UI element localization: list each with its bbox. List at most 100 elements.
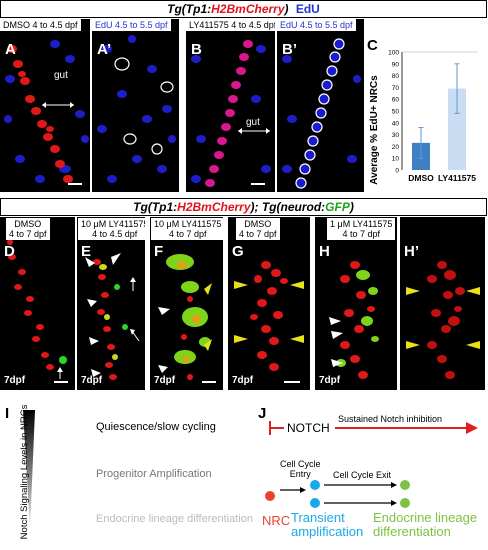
panel-b2-cells	[282, 38, 361, 189]
panel-a2-cells	[97, 35, 176, 183]
panel-d-letter: D	[4, 243, 15, 260]
panel-g-cells	[234, 261, 304, 371]
panel-j-entry-l2: Entry	[289, 469, 311, 479]
panel-f-letter: F	[154, 243, 164, 260]
panel-d-label-l1: DMSO	[14, 219, 42, 229]
panel-h-letter: H	[319, 243, 330, 260]
panel-c-chart: Average % EdU+ NRCs 0 10 20 30 40 50 60 70 80 90 1…	[369, 50, 478, 185]
inhibition-tbar	[269, 421, 284, 435]
panel-c-letter: C	[367, 37, 378, 54]
panel-b-cells	[191, 40, 271, 187]
panel-g-dpf: 7dpf	[232, 375, 254, 386]
panel-j-transient-l2: amplification	[291, 524, 364, 539]
panel-g-letter: G	[232, 243, 244, 260]
nrc-dot	[265, 491, 275, 501]
panel-g-label-l1: DMSO	[244, 219, 272, 229]
chart-y-tick-label: 10	[392, 156, 400, 163]
panel-b2-label-text: EdU 4.5 to 5.5 dpf	[280, 20, 353, 30]
panel-j-entry: Cell Cycle Entry	[280, 459, 321, 479]
panel-e-label: 10 μM LY411575 4 to 4.5 dpf	[78, 218, 145, 240]
chart-y-tick-label: 50	[392, 109, 400, 116]
panel-h-cells	[329, 261, 379, 379]
panel-a2-image: EdU 4.5 to 5.5 dpf A’	[92, 19, 179, 192]
panel-j-endocrine-l1: Endocrine lineage	[373, 510, 478, 525]
chart-bar	[448, 88, 466, 170]
panel-f-cells	[158, 254, 212, 380]
panel-h2-cells	[406, 261, 480, 379]
panel-a2-label-text: EdU 4.5 to 5.5 dpf	[95, 20, 168, 30]
panel-j-notch: NOTCH	[287, 421, 330, 435]
panel-a-scalebar	[68, 183, 82, 185]
top-header-suffix: )	[284, 2, 292, 16]
chart-categories: DMSO LY411575	[408, 173, 476, 183]
chart-category-label: DMSO	[408, 173, 434, 183]
mid-header-suffix: )	[349, 200, 354, 214]
panel-g-label-l2: 4 to 7 dpf	[239, 229, 277, 239]
panel-g-label: DMSO 4 to 7 dpf	[236, 218, 280, 240]
panel-h-label: 1 μM LY411575 4 to 7 dpf	[327, 218, 396, 240]
chart-y-tick-label: 100	[388, 50, 399, 57]
panel-f-label: 10 μM LY411575 4 to 7 dpf	[151, 218, 223, 240]
panel-a-gut: gut	[54, 70, 68, 81]
top-header-marker: H2BmCherry	[211, 2, 285, 16]
panel-j-transient-l1: Transient	[291, 510, 345, 525]
panel-d-image: DMSO 4 to 7 dpf D 7dpf	[0, 217, 75, 390]
panel-h2-letter: H’	[404, 243, 419, 260]
top-header: Tg(Tp1: H2BmCherry) EdU	[0, 0, 487, 18]
chart-y-tick-label: 0	[395, 168, 399, 175]
panel-j-letter: J	[258, 405, 267, 422]
chart-y-ticks: 0 10 20 30 40 50 60 70 80 90 100	[388, 50, 478, 175]
panel-b-letter: B	[191, 41, 202, 58]
panel-e-dpf: 7dpf	[81, 375, 103, 386]
panel-b-scalebar	[251, 183, 265, 185]
panel-h-image: 1 μM LY411575 4 to 7 dpf H 7dpf	[315, 217, 397, 390]
panel-b-gut: gut	[246, 117, 260, 128]
panel-i-level-1: Quiescence/slow cycling	[96, 421, 216, 433]
panel-j-nrc: NRC	[262, 513, 291, 528]
mid-header: Tg(Tp1: H2BmCherry); Tg(neurod: GFP)	[0, 198, 487, 216]
panel-e-letter: E	[81, 243, 92, 260]
panel-b-label: LY411575 4 to 4.5 dpf	[186, 19, 275, 31]
top-header-prefix: Tg(Tp1:	[167, 2, 212, 16]
transient-dot-2	[310, 498, 320, 508]
panel-e-image: 10 μM LY411575 4 to 4.5 dpf E 7dpf	[77, 217, 145, 390]
chart-y-tick-label: 90	[392, 61, 400, 68]
panel-a2-label: EdU 4.5 to 5.5 dpf	[92, 19, 171, 31]
chart-y-tick-label: 80	[392, 73, 400, 80]
chart-y-tick-label: 40	[392, 120, 400, 127]
panel-f-label-l2: 4 to 7 dpf	[168, 229, 207, 239]
panel-e-label-l2: 4 to 4.5 dpf	[92, 229, 138, 239]
chart-category-label: LY411575	[438, 173, 476, 183]
panel-f-scalebar	[202, 381, 216, 383]
panel-j-transient: Transient amplification	[291, 511, 363, 539]
chart-y-tick-label: 60	[392, 97, 400, 104]
panel-d-cells	[7, 239, 67, 379]
panel-h-label-l2: 4 to 7 dpf	[342, 229, 380, 239]
cell-cycle-exit-arrows	[324, 482, 397, 506]
panel-d-label-l2: 4 to 7 dpf	[9, 229, 47, 239]
transient-dot-1	[310, 480, 320, 490]
panel-b-image: LY411575 4 to 4.5 dpf B gut	[186, 19, 275, 192]
mid-header-prefix: Tg(Tp1:	[133, 200, 178, 214]
panel-f-label-l1: 10 μM LY411575	[154, 219, 222, 229]
panel-a-image: DMSO 4 to 4.5 dpf A gut	[0, 19, 90, 192]
panel-j-sustained: Sustained Notch inhibition	[338, 414, 443, 424]
panel-f-dpf: 7dpf	[154, 375, 176, 386]
chart-y-tick-label: 70	[392, 85, 400, 92]
panel-a-letter: A	[5, 41, 16, 58]
chart-bars	[412, 63, 466, 170]
cell-cycle-entry-arrow	[280, 487, 306, 493]
mid-header-mid: ); Tg(neurod:	[250, 200, 326, 214]
panel-i-level-3: Endocrine lineage differentiation	[96, 513, 253, 525]
chart-y-axis-label: Average % EdU+ NRCs	[369, 75, 380, 185]
panel-j-entry-l1: Cell Cycle	[280, 459, 321, 469]
panel-i-level-2: Progenitor Amplification	[96, 468, 212, 480]
panel-d-label: DMSO 4 to 7 dpf	[6, 218, 50, 240]
sustained-inhibition-arrow	[335, 422, 478, 434]
panel-b2-image: EdU 4.5 to 5.5 dpf B’	[277, 19, 364, 192]
panel-g-scalebar	[284, 381, 300, 383]
panel-h-label-l1: 1 μM LY411575	[330, 219, 393, 229]
endocrine-dot-2	[400, 498, 410, 508]
